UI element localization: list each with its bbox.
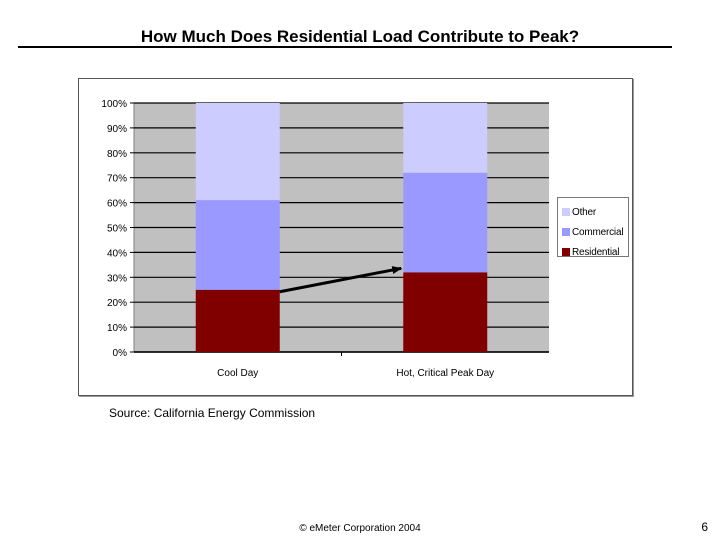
bar-residential-1 [403,272,488,352]
legend-swatch [562,248,570,256]
page-number: 6 [701,520,708,534]
bar-commercial-0 [195,200,280,290]
legend-item-commercial: Commercial [562,222,628,242]
y-tick-label: 70% [107,174,127,185]
x-category-label: Cool Day [217,368,258,379]
legend-label: Commercial [572,226,624,238]
y-tick-label: 60% [107,199,127,210]
y-tick-label: 0% [113,348,128,359]
legend-label: Residential [572,246,620,258]
x-category-label: Hot, Critical Peak Day [396,368,494,379]
legend-item-other: Other [562,202,628,222]
title-underline [18,46,672,48]
legend-label: Other [572,206,597,218]
legend-item-residential: Residential [562,242,628,262]
y-tick-label: 20% [107,298,127,309]
y-tick-label: 50% [107,224,127,235]
y-tick-label: 80% [107,149,127,160]
y-tick-label: 100% [101,99,127,110]
y-tick-label: 10% [107,323,127,334]
annotation-arrow [279,266,403,294]
copyright-footer: © eMeter Corporation 2004 [299,523,421,534]
legend-swatch [562,228,570,236]
bar-other-0 [195,103,280,201]
y-tick-label: 40% [107,248,127,259]
bar-residential-0 [195,289,280,352]
slide-title: How Much Does Residential Load Contribut… [140,27,580,46]
y-tick-label: 90% [107,124,127,135]
bar-commercial-1 [403,172,488,273]
bar-other-1 [403,103,488,173]
legend-swatch [562,208,570,216]
source-note: Source: California Energy Commission [109,406,316,420]
y-tick-label: 30% [107,273,127,284]
chart-legend: Other Commercial Residential [557,197,629,258]
